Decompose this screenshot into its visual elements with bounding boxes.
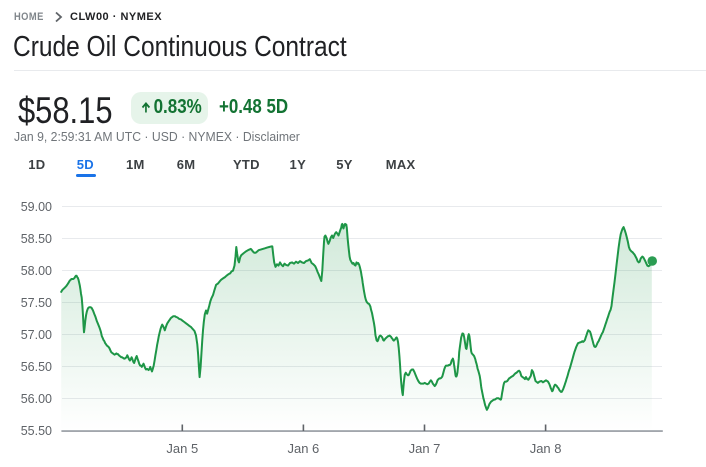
svg-text:59.00: 59.00 (21, 200, 52, 214)
svg-text:Jan 8: Jan 8 (530, 441, 562, 456)
svg-text:56.50: 56.50 (21, 360, 52, 374)
svg-text:58.50: 58.50 (21, 232, 52, 246)
svg-text:Jan 5: Jan 5 (166, 441, 198, 456)
svg-text:57.50: 57.50 (21, 296, 52, 310)
svg-text:Jan 6: Jan 6 (287, 441, 319, 456)
svg-text:55.50: 55.50 (21, 424, 52, 438)
svg-text:58.00: 58.00 (21, 264, 52, 278)
svg-text:56.00: 56.00 (21, 392, 52, 406)
svg-text:Jan 7: Jan 7 (409, 441, 441, 456)
svg-text:57.00: 57.00 (21, 328, 52, 342)
